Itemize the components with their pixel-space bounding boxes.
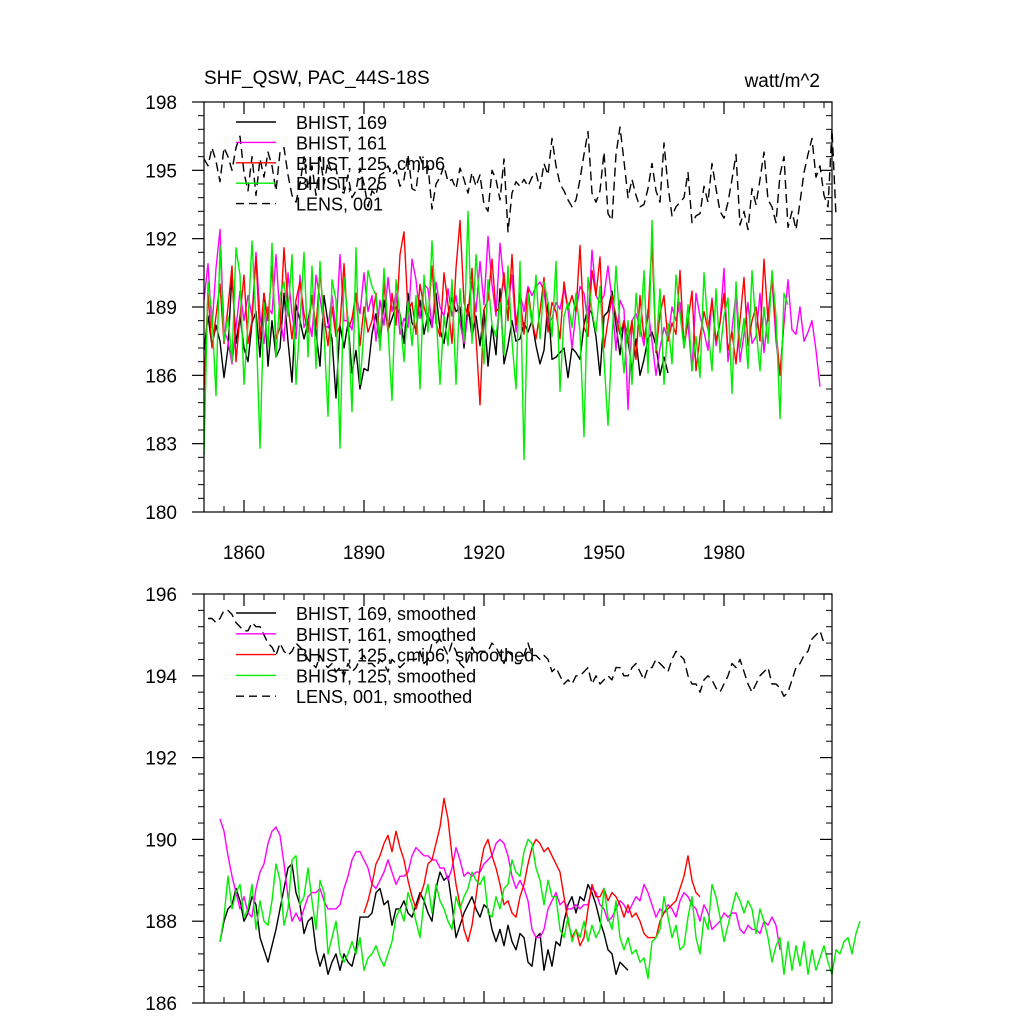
y-tick-label: 198 bbox=[145, 93, 177, 114]
legend-label-bhist-125-cmip6-smoothed: BHIST, 125, cmip6, smoothed bbox=[296, 646, 534, 666]
plot-lines bbox=[208, 609, 861, 980]
series-line-bhist-125-cmip6 bbox=[203, 219, 785, 406]
y-tick-label: 180 bbox=[145, 503, 177, 524]
x-tick-label: 1950 bbox=[583, 543, 625, 564]
plot-frame bbox=[203, 593, 833, 1004]
legend-label-bhist-125-cmip6: BHIST, 125, cmip6 bbox=[296, 154, 445, 174]
y-tick-label: 190 bbox=[145, 830, 177, 851]
y-tick-label: 196 bbox=[145, 585, 177, 606]
axes: 1860 1890 1920 1950 1980 180 183 186 189 192 195 19… bbox=[145, 93, 833, 564]
legend-label-bhist-125-smoothed: BHIST, 125, smoothed bbox=[296, 666, 476, 686]
series-line-bhist-161-smoothed bbox=[219, 818, 781, 950]
legend-label-bhist-169-smoothed: BHIST, 169, smoothed bbox=[296, 604, 476, 624]
y-tick-label: 188 bbox=[145, 912, 177, 933]
y-tick-label: 194 bbox=[145, 667, 177, 688]
x-tick-label: 1860 bbox=[223, 543, 265, 564]
x-tick-label: 1920 bbox=[463, 543, 505, 564]
legend-label-bhist-161-smoothed: BHIST, 161, smoothed bbox=[296, 625, 476, 645]
y-tick-label: 192 bbox=[145, 749, 177, 770]
chart-title: SHF_QSW, PAC_44S-18S bbox=[204, 68, 430, 89]
legend-label-bhist-125: BHIST, 125 bbox=[296, 174, 387, 194]
series-line-lens-001 bbox=[203, 126, 837, 233]
y-tick-label: 183 bbox=[145, 435, 177, 456]
legend-label-lens-001: LENS, 001 bbox=[296, 195, 383, 215]
series-line-bhist-125 bbox=[203, 210, 789, 461]
y-tick-label: 186 bbox=[145, 994, 177, 1015]
x-tick-label: 1980 bbox=[703, 543, 745, 564]
legend-label-bhist-161: BHIST, 161 bbox=[296, 133, 387, 153]
y-tick-label: 189 bbox=[145, 298, 177, 319]
legend-label-bhist-169: BHIST, 169 bbox=[296, 113, 387, 133]
axes: 186 188 190 192 194 196 bbox=[145, 585, 833, 1015]
x-tick-label: 1890 bbox=[343, 543, 385, 564]
units-label: watt/m^2 bbox=[744, 71, 820, 92]
y-tick-label: 192 bbox=[145, 230, 177, 251]
y-tick-label: 195 bbox=[145, 161, 177, 182]
plot-lines bbox=[203, 126, 837, 461]
legend-label-lens-001-smoothed: LENS, 001, smoothed bbox=[296, 687, 472, 707]
y-tick-label: 186 bbox=[145, 366, 177, 387]
series-line-lens-001-smoothed bbox=[208, 609, 825, 697]
series-line-bhist-125-smoothed bbox=[219, 838, 861, 980]
panel-top: SHF_QSW, PAC_44S-18S watt/m^2 1860 1890 19… bbox=[145, 68, 837, 564]
